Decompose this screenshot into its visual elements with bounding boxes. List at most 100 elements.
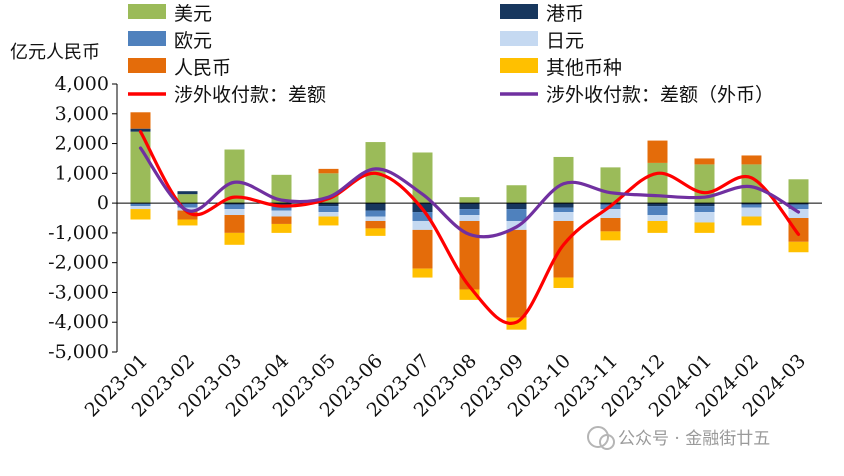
- legend-label: 港币: [546, 3, 584, 25]
- series-line: [138, 130, 801, 326]
- bar-segment: [741, 155, 762, 165]
- y-tick-label: -1,000: [48, 222, 109, 244]
- bar-segment: [412, 268, 433, 278]
- y-tick-label: -2,000: [48, 252, 109, 274]
- bar-segment: [318, 206, 339, 213]
- bar-segment: [224, 215, 245, 233]
- bar-segment: [600, 218, 621, 232]
- bar-segment: [365, 203, 386, 211]
- bar-segment: [130, 112, 151, 129]
- legend-swatch: [128, 58, 166, 73]
- y-tick-label: -3,000: [48, 281, 109, 303]
- bar-segment: [741, 204, 762, 208]
- bar-segment: [365, 216, 386, 221]
- legend-swatch: [128, 31, 166, 46]
- bar-segment: [365, 220, 386, 229]
- y-tick-label: 3,000: [55, 103, 109, 125]
- bar-segment: [741, 164, 762, 204]
- legend-label: 日元: [546, 30, 584, 52]
- bar-segment: [177, 219, 198, 226]
- bar-segment: [694, 222, 715, 233]
- bar-segment: [788, 204, 809, 210]
- bar-segment: [741, 203, 762, 205]
- bar-segment: [271, 223, 292, 233]
- bar-segment: [318, 168, 339, 174]
- bar-segment: [130, 131, 151, 204]
- bar-segment: [412, 220, 433, 230]
- bar-segment: [741, 207, 762, 217]
- watermark-text: 公众号 · 金融街廿五: [618, 429, 770, 449]
- bar-segment: [318, 216, 339, 226]
- bar-segment: [412, 212, 433, 221]
- bar-segment: [130, 209, 151, 220]
- bar-segment: [506, 229, 527, 318]
- x-axis: 2023-012023-022023-032023-042023-052023-…: [81, 350, 810, 421]
- bar-segment: [647, 140, 668, 163]
- bar-segment: [459, 203, 480, 210]
- unit-label: 亿元人民币: [10, 42, 100, 63]
- bar-segment: [365, 210, 386, 217]
- bar-segment: [459, 215, 480, 221]
- watermark: 公众号 · 金融街廿五: [587, 426, 770, 450]
- legend-label: 人民币: [174, 57, 231, 79]
- bar-segment: [224, 232, 245, 245]
- bar-segment: [459, 197, 480, 204]
- bar-segment: [224, 203, 245, 205]
- bar-segment: [177, 210, 198, 220]
- bar-segment: [318, 212, 339, 217]
- bar-segment: [600, 209, 621, 218]
- y-axis: -5,000 -4,000 -3,000 -2,000 -1,000 0 1,000 2,00…: [48, 73, 118, 363]
- bar-segment: [130, 206, 151, 210]
- bar-segment: [506, 203, 527, 210]
- y-tick-label: 4,000: [55, 73, 109, 95]
- legend-label: 其他币种: [546, 57, 622, 79]
- bar-segment: [647, 206, 668, 216]
- bar-segment: [553, 203, 574, 208]
- y-tick-label: 0: [97, 192, 109, 214]
- bar-segment: [177, 203, 198, 208]
- bar-segment: [553, 212, 574, 221]
- legend-label: 欧元: [174, 30, 212, 52]
- bar-segment: [788, 218, 809, 242]
- bar-segment: [506, 185, 527, 204]
- bar-segment: [271, 174, 292, 204]
- bar-segment: [600, 203, 621, 205]
- bar-segment: [600, 167, 621, 204]
- bar-segment: [788, 203, 809, 205]
- bar-segment: [459, 220, 480, 290]
- series-line: [138, 146, 801, 239]
- bar-segment: [788, 179, 809, 204]
- bar-segment: [459, 209, 480, 216]
- legend-label: 美元: [174, 3, 212, 25]
- y-tick-label: -4,000: [48, 311, 109, 333]
- bar-segment: [271, 210, 292, 217]
- bar-segment: [365, 228, 386, 236]
- legend-swatch: [500, 4, 538, 19]
- bar-segment: [788, 241, 809, 253]
- bar-segment: [224, 149, 245, 204]
- bar-segment: [647, 203, 668, 207]
- bar-segment: [600, 231, 621, 241]
- bar-segment: [459, 289, 480, 300]
- legend-label: 涉外收付款：差额（外币）: [546, 84, 774, 106]
- lines: [138, 130, 801, 326]
- wechat-logo-icon: [587, 426, 609, 448]
- bar-segment: [694, 212, 715, 223]
- bar-segment: [553, 277, 574, 288]
- bar-segment: [694, 158, 715, 165]
- bar-segment: [412, 229, 433, 269]
- bar-segment: [647, 215, 668, 221]
- bar-segment: [506, 209, 527, 221]
- legend-label: 涉外收付款：差额: [174, 84, 326, 106]
- legend-swatch: [500, 58, 538, 73]
- bar-segment: [647, 220, 668, 233]
- bar-segment: [224, 209, 245, 216]
- legend-swatch: [128, 4, 166, 19]
- y-tick-label: 1,000: [55, 162, 109, 184]
- wechat-logo-icon-small: [599, 434, 615, 450]
- bar-segment: [553, 156, 574, 204]
- bar-segment: [271, 216, 292, 224]
- bar-segment: [553, 207, 574, 213]
